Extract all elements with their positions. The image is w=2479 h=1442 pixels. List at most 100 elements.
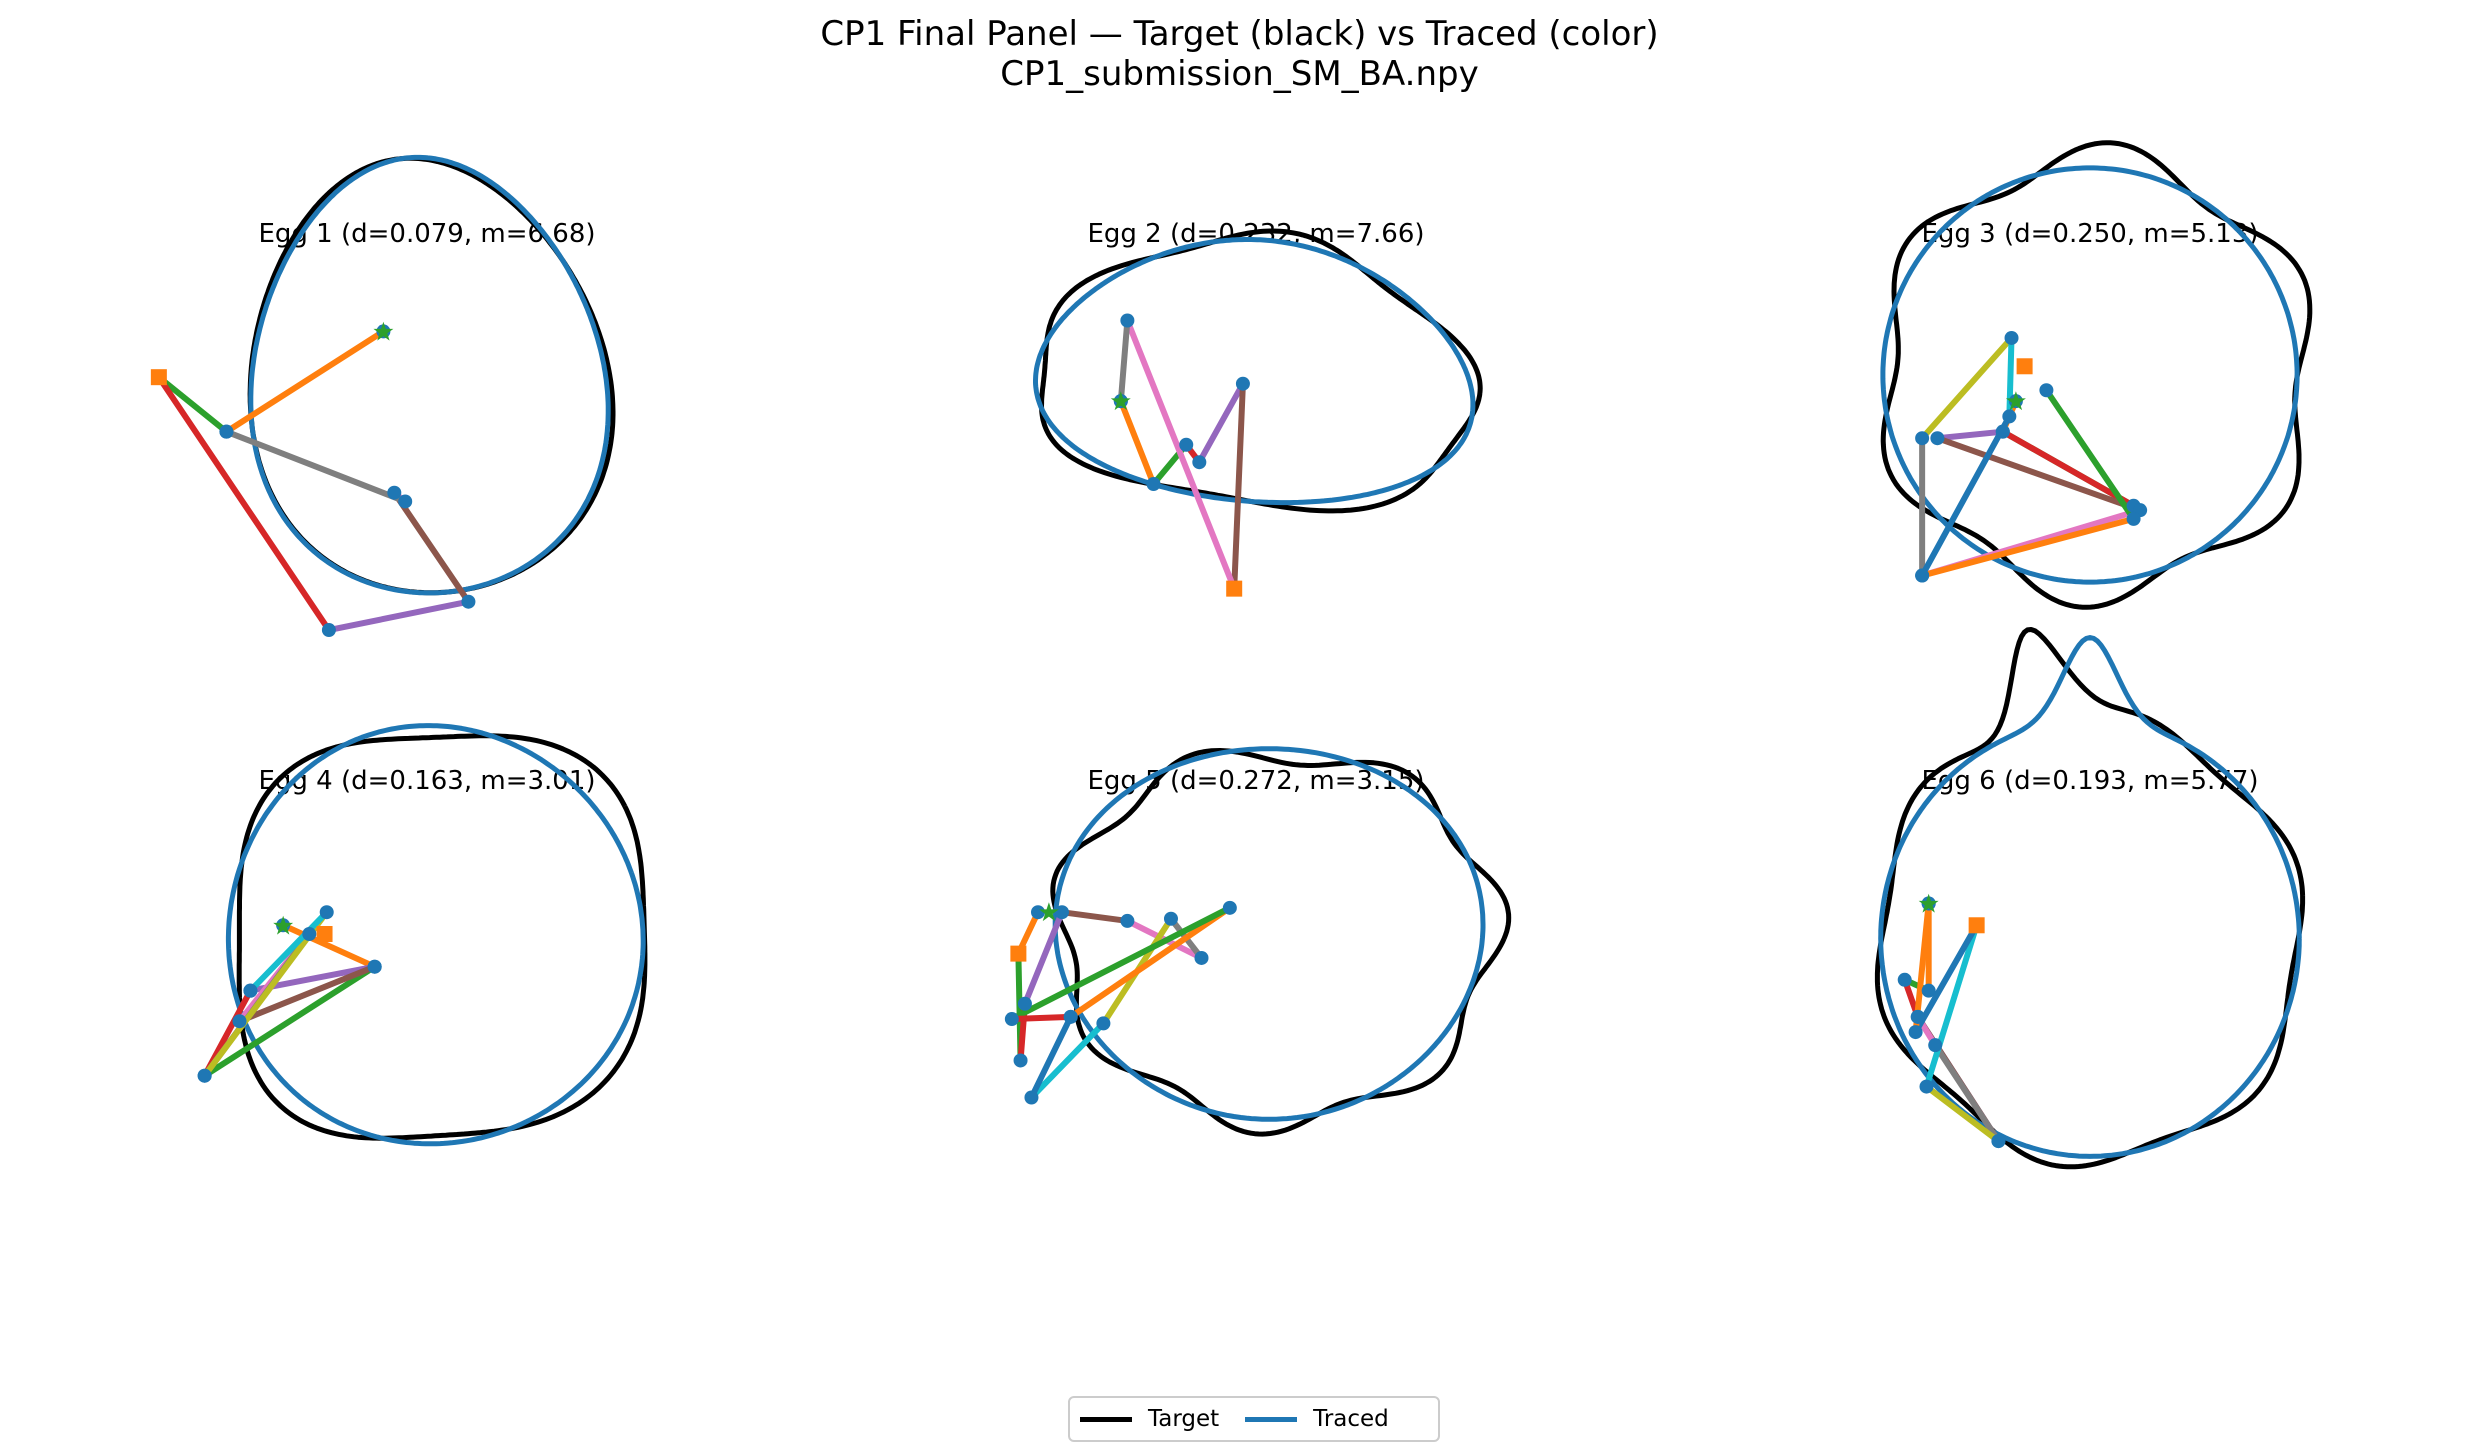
egg-panel-4: Egg 4 (d=0.163, m=3.01) ★ [197, 723, 648, 1147]
path-vertex-4-5 [367, 959, 382, 974]
stroke-segment-5-9 [1028, 1020, 1107, 1101]
panel-title-6: Egg 6 (d=0.193, m=5.77) [1921, 766, 2258, 796]
path-vertex-1-1 [376, 324, 391, 339]
path-vertex-2-3 [1179, 437, 1194, 452]
traced-curve-4 [225, 723, 646, 1147]
stroke-segment-1-7 [223, 428, 409, 505]
legend: Target Traced [1068, 1396, 1440, 1442]
path-vertex-2-5 [1235, 376, 1250, 391]
end-square-marker-3 [2016, 358, 2033, 375]
stroke-segment-5-5 [1058, 909, 1131, 924]
stroke-segment-5-13 [1008, 1013, 1074, 1023]
stroke-segment-5-4 [1021, 909, 1065, 1007]
stroke-segment-2-5 [1231, 380, 1246, 592]
start-star-marker-1: ★ [372, 317, 395, 347]
stroke-segment-2-7 [1117, 317, 1131, 405]
path-vertex-6-11 [1908, 1025, 1923, 1040]
stroke-segment-6-9 [1923, 922, 1980, 1090]
path-vertex-4-9 [319, 905, 334, 920]
stroke-segment-4-9 [247, 909, 330, 994]
egg-panel-5: Egg 5 (d=0.272, m=3.15)★ [1004, 746, 1512, 1137]
stroke-segment-1-5 [391, 489, 472, 605]
egg-panel-2: Egg 2 (d=0.232, m=7.66)★ [1033, 219, 1483, 597]
stroke-segment-4-5 [236, 963, 378, 1025]
path-vertex-5-7 [1194, 950, 1209, 965]
path-vertex-3-12 [2126, 511, 2141, 526]
stroke-segment-6-7 [1932, 1042, 2002, 1145]
start-star-marker-5: ★ [1037, 898, 1060, 928]
path-vertex-6-8 [1991, 1134, 2006, 1149]
path-vertex-6-3 [1897, 972, 1912, 987]
traced-curve-2 [1033, 237, 1476, 506]
stroke-segment-5-12 [1008, 904, 1233, 1023]
path-vertex-4-7 [302, 927, 317, 941]
path-vertex-5-9 [1096, 1016, 1111, 1031]
target-curve-3 [1880, 140, 2313, 610]
figure-title: CP1 Final Panel — Target (black) vs Trac… [820, 14, 1659, 54]
stroke-segment-5-11 [1067, 904, 1233, 1020]
egg-panel-3: Egg 3 (d=0.250, m=5.13) ★ [1880, 140, 2313, 610]
path-vertex-6-6 [1910, 1009, 1925, 1024]
stroke-segment-4-1 [280, 922, 378, 970]
path-vertex-6-7 [1928, 1038, 1943, 1053]
path-vertex-6-9 [1919, 1079, 1934, 1094]
stroke-segment-1-1 [223, 328, 387, 435]
path-vertex-5-12 [1222, 900, 1237, 915]
path-vertex-2-2 [1146, 477, 1161, 491]
path-vertex-4-1 [276, 918, 291, 933]
start-star-marker-6: ★ [1917, 889, 1940, 919]
path-vertex-2-8 [1113, 394, 1128, 409]
path-vertex-5-8 [1163, 911, 1178, 926]
end-square-marker-6 [1968, 917, 1985, 934]
stroke-segment-3-12 [2043, 387, 2137, 522]
path-vertex-3-5 [1930, 431, 1945, 446]
stroke-segment-1-4 [325, 598, 472, 634]
path-vertex-4-8 [197, 1068, 212, 1083]
path-vertex-5-14 [1063, 1009, 1078, 1024]
path-vertex-5-4 [1017, 996, 1032, 1011]
legend-swatch-target [1080, 1416, 1132, 1422]
target-curve-4 [236, 733, 648, 1141]
path-vertex-3-11 [1915, 568, 1930, 583]
path-vertex-4-10 [243, 983, 258, 998]
stroke-segment-2-6 [1124, 317, 1238, 592]
path-vertex-5-6 [1120, 913, 1135, 928]
path-vertex-3-8 [1915, 431, 1930, 446]
path-vertex-2-7 [1120, 313, 1135, 328]
egg-panel-6: Egg 6 (d=0.193, m=5.77) ★ [1874, 627, 2306, 1170]
start-star-marker-3: ★ [2004, 387, 2027, 417]
path-vertex-1-6 [387, 485, 402, 500]
path-vertex-3-4 [1995, 424, 2010, 439]
stroke-segment-1-3 [155, 374, 332, 634]
path-vertex-5-1 [1031, 905, 1045, 920]
legend-label-traced: Traced [1313, 1406, 1389, 1432]
target-curve-5 [1050, 748, 1512, 1137]
target-curve-6 [1874, 627, 2306, 1170]
path-vertex-1-5 [461, 594, 476, 609]
stroke-segment-6-8 [1923, 1083, 2002, 1145]
end-square-marker-1 [150, 369, 167, 386]
legend-swatch-traced [1245, 1416, 1298, 1422]
legend-item-traced: Traced [1245, 1406, 1389, 1432]
traced-curve-1 [248, 154, 611, 596]
path-vertex-3-13 [2039, 383, 2054, 398]
path-vertex-3-10 [2002, 409, 2017, 424]
stroke-segment-5-10 [1028, 1013, 1074, 1101]
panel-title-3: Egg 3 (d=0.250, m=5.13) [1921, 219, 2258, 249]
path-vertex-2-4 [1192, 455, 1207, 470]
path-vertex-1-4 [321, 623, 336, 638]
path-vertex-4-6 [232, 1014, 247, 1029]
traced-curve-6 [1878, 635, 2302, 1159]
egg-panel-1: Egg 1 (d=0.079, m=6.68)★ [150, 154, 616, 638]
start-star-marker-4: ★ [271, 911, 294, 941]
stroke-segment-2-1 [1117, 398, 1157, 487]
figure-subtitle: CP1_submission_SM_BA.npy [1000, 54, 1479, 94]
path-vertex-6-2 [1921, 983, 1936, 998]
path-vertex-3-9 [2004, 330, 2019, 345]
path-vertex-5-5 [1054, 905, 1069, 920]
legend-item-target: Target [1080, 1406, 1219, 1432]
path-vertex-6-12 [1921, 896, 1936, 911]
stroke-segment-3-10 [1919, 413, 2013, 579]
path-vertex-5-10 [1024, 1090, 1039, 1105]
